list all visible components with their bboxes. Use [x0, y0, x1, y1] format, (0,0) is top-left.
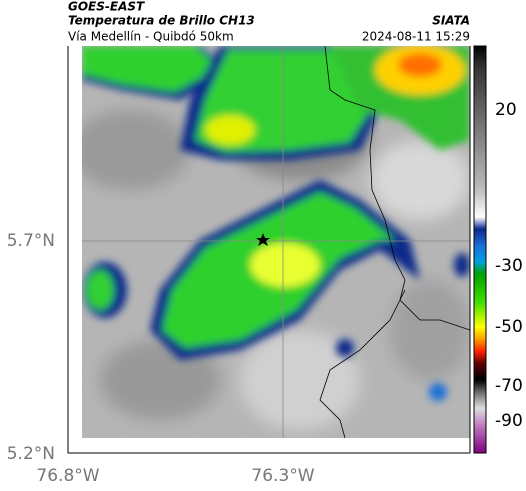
colorbar-tick-label: -30 [495, 256, 523, 276]
satellite-name: GOES-EAST [68, 0, 145, 14]
lat-label: 5.7°N [7, 231, 55, 251]
source: SIATA [432, 14, 470, 28]
datetime: 2024-08-11 15:29 [362, 30, 470, 44]
lon-label: 76.8°W [36, 466, 99, 486]
lat-label: 5.2°N [7, 444, 55, 464]
route: Vía Medellín - Quibdó 50km [68, 30, 234, 44]
colorbar [473, 45, 487, 454]
lon-label: 76.3°W [251, 466, 314, 486]
product-name: Temperatura de Brillo CH13 [68, 14, 255, 28]
colorbar-tick-label: -90 [495, 411, 523, 431]
satellite-image [82, 46, 470, 438]
colorbar-tick-label: -50 [495, 317, 523, 337]
colorbar-tick-label: -70 [495, 376, 523, 396]
colorbar-tick-label: 20 [495, 100, 517, 120]
